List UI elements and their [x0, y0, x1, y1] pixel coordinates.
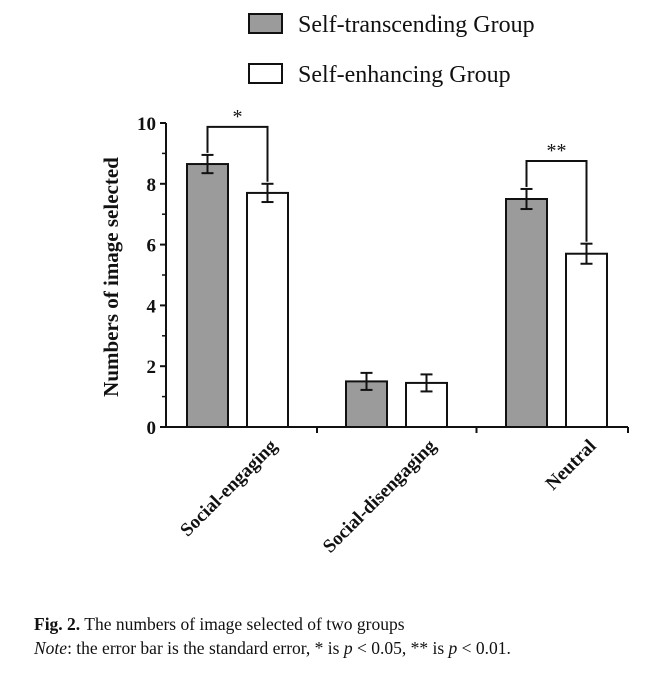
category-labels: Social-engaging Social-disengaging Neutral — [176, 435, 600, 557]
p-symbol-1: p — [343, 638, 353, 658]
significance-label: * — [233, 106, 243, 128]
significance-bracket — [525, 159, 588, 242]
note-part-1: : the error bar is the standard error, *… — [67, 638, 344, 658]
category-label-social-disengaging: Social-disengaging — [319, 435, 441, 557]
y-tick-label-2: 2 — [147, 357, 157, 378]
note-part-2: < 0.05, ** is — [352, 638, 449, 658]
category-label-neutral: Neutral — [542, 436, 601, 495]
figure-title: The numbers of image selected of two gro… — [84, 614, 405, 634]
significance-label: ** — [547, 140, 567, 162]
legend-swatch-0 — [248, 13, 283, 34]
y-tick-label-10: 10 — [137, 114, 156, 135]
category-label-social-engaging: Social-engaging — [176, 435, 282, 541]
y-axis-label: Numbers of image selected — [99, 157, 123, 397]
bar-self-transcending-neutral — [505, 198, 548, 428]
caption-line-1: Fig. 2. The numbers of image selected of… — [34, 612, 659, 636]
y-tick-label-4: 4 — [147, 296, 157, 317]
p-symbol-2: p — [448, 638, 458, 658]
bar-self-transcending-social-engaging — [186, 163, 229, 428]
axes: 0 2 4 6 8 10 Numbers of image selected — [99, 114, 629, 439]
bars — [186, 153, 608, 429]
bar-chart: Self-transcending Group Self-enhancing Gr… — [99, 12, 629, 557]
legend-label-0: Self-transcending Group — [298, 12, 535, 38]
caption-note: Note: the error bar is the standard erro… — [34, 636, 659, 660]
note-part-3: < 0.01. — [457, 638, 511, 658]
y-tick-label-8: 8 — [147, 175, 157, 196]
y-tick-label-0: 0 — [147, 418, 157, 439]
bar-self-enhancing-social-engaging — [246, 191, 289, 428]
significance-bracket — [206, 125, 269, 182]
legend-swatch-1 — [248, 63, 283, 84]
y-tick-label-6: 6 — [147, 236, 157, 257]
legend-label-1: Self-enhancing Group — [298, 62, 511, 88]
figure-caption: Fig. 2. The numbers of image selected of… — [34, 612, 659, 660]
significance-brackets: *** — [206, 106, 588, 242]
note-label: Note — [34, 638, 68, 658]
legend: Self-transcending Group Self-enhancing Gr… — [248, 12, 535, 88]
figure-label: Fig. 2. — [34, 614, 81, 634]
bar-self-enhancing-neutral — [565, 252, 608, 428]
